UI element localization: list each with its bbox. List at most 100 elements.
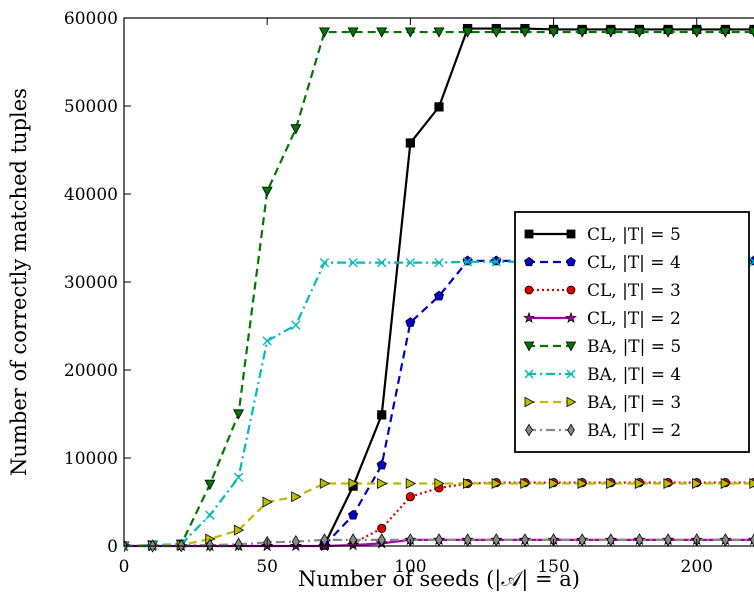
data-point: [663, 478, 674, 490]
data-point: [462, 27, 474, 38]
data-point: [204, 479, 216, 491]
data-point: [519, 27, 531, 38]
data-point: [691, 27, 703, 38]
legend-entry: CL, |T| = 3: [524, 281, 681, 301]
data-point: [566, 256, 576, 267]
data-point: [434, 102, 444, 112]
data-point: [749, 533, 754, 547]
data-point: [261, 186, 273, 198]
y-axis-label: Number of correctly matched tuples: [7, 88, 31, 476]
data-point: [749, 478, 754, 490]
data-point: [605, 27, 617, 38]
data-point: [319, 478, 331, 490]
x-tick-label: 0: [119, 557, 130, 577]
y-tick-label: 50000: [64, 97, 118, 117]
data-point: [463, 478, 474, 490]
data-point: [720, 478, 732, 490]
legend-entry: CL, |T| = 5: [524, 225, 681, 245]
data-point: [565, 341, 577, 352]
data-point: [523, 341, 535, 352]
data-point: [633, 27, 645, 38]
legend-entry: BA, |T| = 3: [524, 393, 681, 413]
data-point: [377, 478, 388, 490]
legend-entry: BA, |T| = 2: [525, 421, 681, 441]
x-tick-label: 50: [256, 557, 278, 577]
data-point: [433, 27, 445, 38]
data-point: [524, 229, 534, 239]
data-point: [348, 257, 358, 268]
data-point: [719, 27, 731, 38]
data-point: [523, 311, 535, 324]
data-point: [405, 478, 417, 490]
data-point: [524, 256, 534, 267]
data-point: [233, 409, 245, 420]
data-point: [491, 255, 502, 266]
legend-box: [514, 211, 750, 453]
data-point: [567, 423, 575, 437]
y-tick-label: 0: [107, 537, 118, 557]
data-point: [525, 423, 533, 437]
data-point: [233, 524, 245, 536]
data-point: [692, 478, 703, 490]
data-point: [262, 336, 272, 346]
legend-label: BA, |T| = 2: [587, 421, 681, 441]
data-point: [291, 534, 300, 549]
data-point: [662, 27, 674, 38]
data-point: [318, 27, 330, 38]
data-point: [749, 257, 754, 267]
data-point: [205, 510, 215, 520]
series-line: [323, 27, 754, 546]
legend-label: CL, |T| = 2: [587, 309, 681, 329]
data-point: [319, 257, 330, 268]
data-point: [434, 257, 444, 268]
data-point: [291, 320, 301, 330]
data-point: [405, 492, 415, 502]
legend: CL, |T| = 5 CL, |T| = 4 CL, |T| = 3 CL, |T|…: [514, 211, 750, 453]
data-point: [520, 478, 531, 490]
series-line: [323, 259, 754, 546]
axis-ticks: 0 50 100 150 200 0 10000 20000 30000 40000 50000 60…: [64, 9, 713, 577]
data-point: [548, 27, 560, 38]
data-point: [491, 257, 501, 267]
data-point: [124, 541, 129, 551]
data-point: [524, 369, 534, 379]
data-point: [462, 255, 473, 266]
data-point: [566, 369, 576, 379]
data-point: [577, 478, 588, 490]
data-point: [462, 257, 473, 267]
data-point: [524, 396, 535, 408]
legend-label: BA, |T| = 3: [587, 393, 681, 413]
data-point: [548, 478, 560, 490]
data-point: [576, 27, 588, 38]
legend-label: CL, |T| = 4: [587, 253, 681, 273]
legend-label: CL, |T| = 5: [587, 225, 681, 245]
data-point: [290, 124, 302, 135]
legend-entry: BA, |T| = 5: [523, 337, 681, 357]
data-point: [405, 257, 416, 268]
data-point: [234, 537, 243, 551]
legend-entry: BA, |T| = 4: [524, 365, 681, 385]
legend-label: CL, |T| = 3: [587, 281, 681, 301]
x-axis-label: Number of seeds (|𝒜| = a): [298, 567, 580, 592]
y-tick-label: 30000: [64, 273, 118, 293]
x-tick-label: 100: [394, 557, 426, 577]
data-point: [490, 27, 502, 38]
y-tick-label: 10000: [64, 449, 118, 469]
series-7: [124, 478, 754, 552]
data-point: [404, 27, 416, 38]
y-tick-label: 20000: [64, 361, 118, 381]
legend-entry: CL, |T| = 2: [523, 309, 681, 329]
data-point: [347, 27, 359, 38]
data-point: [377, 523, 387, 534]
legend-label: BA, |T| = 4: [587, 365, 681, 385]
data-point: [433, 290, 445, 301]
y-tick-label: 60000: [64, 9, 118, 29]
data-point: [205, 538, 214, 552]
y-tick-label: 40000: [64, 185, 118, 205]
data-point: [566, 229, 576, 239]
data-point: [348, 509, 359, 520]
data-point: [748, 27, 754, 38]
data-point: [377, 410, 387, 420]
data-point: [634, 478, 646, 490]
